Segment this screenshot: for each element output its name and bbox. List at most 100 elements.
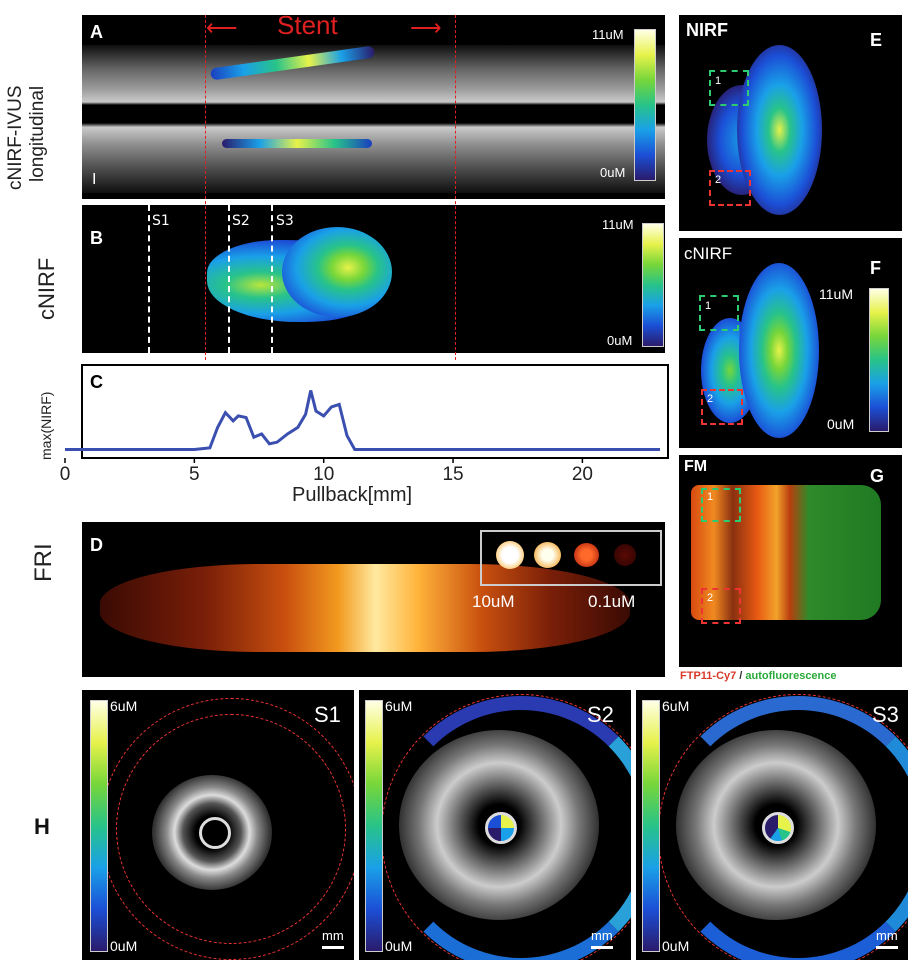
inset-well-2 (534, 542, 561, 568)
panel-c-xlabel: Pullback[mm] (292, 484, 413, 506)
s2-cbar-min: 0uM (385, 938, 413, 954)
section-line-s2 (228, 205, 230, 353)
s3-colorbar (642, 700, 660, 952)
panel-f-cnirf-image: 1 2 11uM 0uM (679, 238, 902, 448)
x-tick-label-0: 0 (60, 464, 70, 485)
stent-boundary-right (455, 15, 456, 360)
roi-box-g2 (701, 588, 741, 624)
panel-a-marker: I (92, 171, 97, 188)
panel-f-label: F (870, 258, 881, 278)
s3-title: S3 (872, 702, 899, 727)
inset-box (480, 530, 662, 586)
fluorescence-overlay-lower (222, 139, 372, 148)
s2-scale-label: mm (591, 928, 613, 943)
roi-box-2 (709, 170, 751, 206)
legend-green: autofluorescence (745, 670, 837, 682)
panel-a-colorbar (634, 29, 656, 181)
panel-a-cbar-max: 11uM (592, 27, 624, 42)
roi-box-f2 (701, 389, 743, 425)
roi-label-2: 2 (715, 174, 722, 186)
chart-frame (81, 364, 669, 459)
legend-sep: / (736, 670, 746, 682)
panel-g-fm-image: 1 2 (679, 455, 902, 667)
panel-f-cbar-max: 11uM (819, 286, 853, 302)
section-label-s1: S1 (152, 213, 170, 229)
s3-cbar-max: 6uM (662, 698, 690, 714)
section-label-s2: S2 (232, 213, 250, 229)
s2-title: S2 (587, 702, 614, 727)
cnirf-blob-2 (282, 227, 392, 317)
roi-label-g2: 2 (707, 592, 714, 604)
panel-g-title: FM (684, 458, 708, 475)
panel-f-colorbar (869, 288, 889, 432)
stent-label: Stent (277, 10, 338, 40)
fm-tissue (691, 485, 881, 620)
panel-a-side-label-2: longitudinal (27, 85, 48, 182)
inset-well-1 (496, 541, 524, 569)
roi-label-f1: 1 (705, 300, 712, 312)
series-line-max-nirf (65, 390, 660, 452)
stent-arrow-left-icon: ⟵ (206, 15, 238, 40)
stent-boundary-left (205, 15, 206, 360)
section-line-s1 (148, 205, 150, 353)
panel-c-ylabel: max(NIRF) (38, 391, 54, 460)
panel-f-cbar-min: 0uM (827, 416, 855, 432)
inset-well-4 (614, 544, 636, 566)
inset-label-right: 0.1uM (588, 592, 636, 611)
panel-b-cnirf-image: 11uM 0uM S1 S2 S3 (82, 205, 665, 353)
section-line-s3 (271, 205, 273, 353)
s3-cbar-min: 0uM (662, 938, 690, 954)
roi-box-g1 (701, 488, 741, 522)
panel-d-side-label: FRI (30, 543, 57, 582)
s2-scale-bar (591, 946, 613, 949)
section-label-s3: S3 (276, 213, 294, 229)
x-tick-label-20: 20 (572, 464, 593, 485)
nirf-glow-2 (737, 45, 822, 215)
inset-well-3 (574, 543, 599, 567)
s1-cbar-min: 0uM (110, 938, 138, 954)
panel-a-cbar-min: 0uM (600, 165, 626, 180)
x-tick-label-5: 5 (189, 464, 200, 485)
legend-red: FTP11-Cy7 (680, 670, 737, 682)
panel-b-side-label: cNIRF (34, 257, 59, 320)
panel-b-label: B (90, 228, 103, 248)
ivus-section-s3: 6uM 0uM S3 mm (636, 690, 908, 960)
panel-e-nirf-image: 1 2 (679, 15, 902, 231)
ivus-section-s1: 6uM 0uM S1 mm (82, 690, 354, 960)
s1-inner-ring (116, 714, 346, 944)
ivus-lower-band (82, 123, 665, 193)
s3-scale-label: mm (876, 928, 898, 943)
s1-colorbar (90, 700, 108, 952)
panel-h-label: H (34, 814, 50, 839)
panel-g-legend: FTP11-Cy7 / autofluorescence (680, 670, 837, 682)
panel-d-label: D (90, 535, 103, 555)
s2-colorbar (365, 700, 383, 952)
s3-scale-bar (876, 946, 898, 949)
s1-scale-label: mm (322, 928, 344, 943)
s2-lumen (485, 812, 517, 844)
stent-arrow-right-icon: ⟶ (410, 15, 442, 40)
ivus-section-s2: 6uM 0uM S2 mm (359, 690, 631, 960)
panel-e-title: NIRF (686, 20, 728, 40)
roi-label-f2: 2 (707, 393, 714, 405)
roi-label-g1: 1 (707, 491, 714, 503)
panel-d-fri-image: 10uM 0.1uM (82, 522, 665, 677)
panel-c-line-chart: 0 5 10 15 20 (60, 364, 669, 485)
s1-scale-bar (322, 946, 344, 949)
roi-box-f1 (699, 295, 739, 331)
vessel-fluorescence (100, 564, 630, 652)
panel-b-cbar-min: 0uM (607, 333, 633, 348)
panel-b-cbar-max: 11uM (602, 217, 634, 232)
x-tick-label-15: 15 (442, 464, 463, 485)
x-tick-label-10: 10 (313, 464, 334, 485)
panel-a-label: A (90, 22, 103, 42)
s3-lumen (762, 812, 794, 844)
cnirf-glow-2 (739, 263, 819, 438)
s1-cbar-max: 6uM (110, 698, 138, 714)
s2-cbar-max: 6uM (385, 698, 413, 714)
panel-c-label: C (90, 372, 103, 392)
panel-e-label: E (870, 30, 883, 50)
roi-label-1: 1 (715, 75, 722, 87)
panel-f-title: cNIRF (684, 244, 733, 263)
s1-lumen (199, 817, 231, 849)
